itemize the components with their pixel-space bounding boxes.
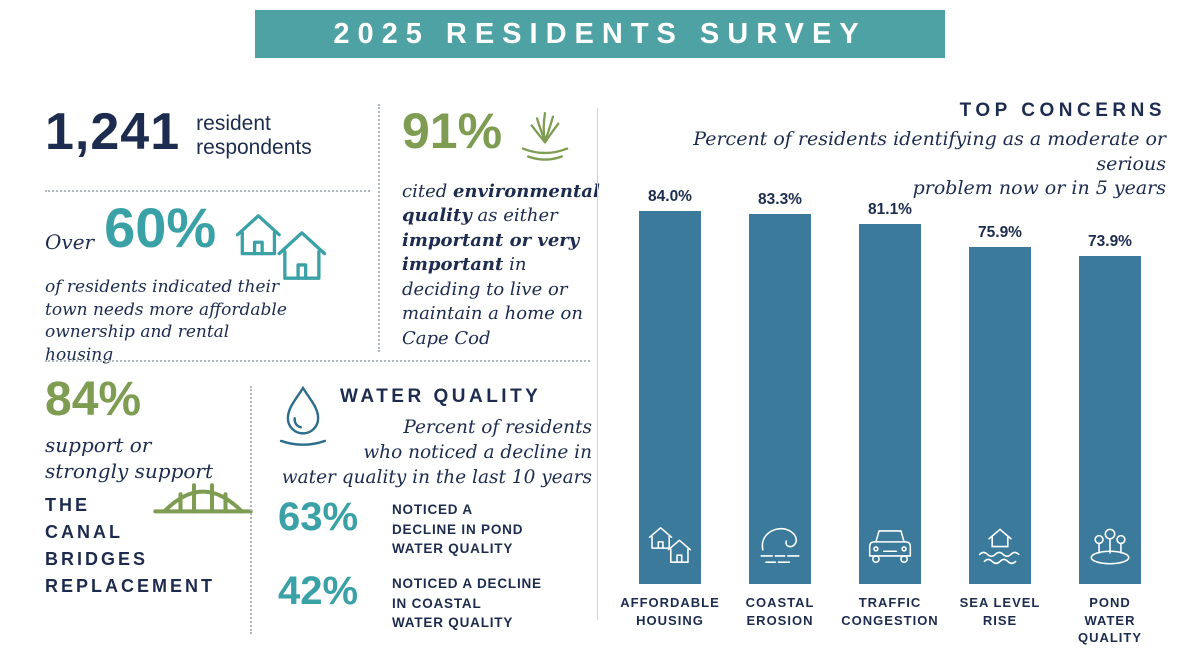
page-title: 2025 RESIDENTS SURVEY [333, 17, 867, 50]
env-text-bold: environmental quality [402, 181, 600, 227]
dotted-divider [378, 104, 380, 352]
chart-header: TOP CONCERNS Percent of residents identi… [622, 100, 1170, 201]
pond-decline-stat: 63% NOTICED A DECLINE IN POND WATER QUAL… [278, 495, 524, 559]
coastal-decline-percent: 42% [278, 569, 359, 613]
bar-column-traffic-congestion: 81.1% TRAFFIC CONGESTION [841, 180, 939, 640]
environmental-percent: 91% [402, 103, 503, 159]
coastal-decline-label: NOTICED A DECLINE IN COASTAL WATER QUALI… [392, 576, 542, 631]
bar-value-label: 84.0% [648, 188, 692, 205]
bridge-icon [153, 483, 253, 514]
affordable-housing-icon [648, 527, 692, 563]
top-concerns-chart: TOP CONCERNS Percent of residents identi… [620, 100, 1170, 646]
pond-water-quality-icon [1090, 528, 1130, 565]
canal-heading: THE CANAL BRIDGES REPLACEMENT [45, 495, 216, 596]
dotted-divider [250, 386, 252, 634]
sea-level-rise-icon [978, 528, 1020, 565]
bar-column-sea-level-rise: 75.9% SEA LEVEL RISE [952, 180, 1048, 640]
bar-value-label: 73.9% [1088, 233, 1132, 250]
environmental-stat: 91% cited environmental quality as eithe… [402, 106, 604, 351]
env-text-plain: as either [471, 205, 558, 227]
pond-decline-label: NOTICED A DECLINE IN POND WATER QUALITY [392, 502, 524, 557]
bar-category-label: TRAFFIC CONGESTION [841, 595, 939, 628]
water-drop-icon [279, 385, 327, 446]
stats-panel: 1,241 resident respondents Over 60% of r… [30, 98, 600, 643]
bar-chart: 84.0% AFFORDABLE HOUSING 83.3% [620, 180, 1158, 646]
housing-description: of residents indicated their town needs … [45, 277, 287, 365]
pond-decline-percent: 63% [278, 495, 359, 539]
bar-coastal-erosion [749, 214, 811, 584]
chart-title: TOP CONCERNS [959, 100, 1166, 121]
environmental-header: 91% [402, 106, 604, 168]
chart-subtitle: Percent of residents identifying as a mo… [693, 128, 1166, 200]
dotted-divider [45, 360, 590, 362]
bar-sea-level-rise [969, 247, 1031, 584]
respondents-stat: 1,241 resident respondents [45, 106, 312, 160]
respondents-label: resident respondents [196, 112, 312, 160]
plant-icon [521, 111, 569, 161]
canal-percent: 84% [45, 373, 142, 426]
bar-column-coastal-erosion: 83.3% COASTAL EROSION [732, 180, 828, 640]
bar-value-label: 75.9% [978, 224, 1022, 241]
dotted-divider [45, 190, 370, 192]
env-text-bold: important or very important [402, 229, 580, 276]
houses-icon [236, 214, 327, 280]
coastal-erosion-icon [760, 527, 800, 563]
coastal-decline-stat: 42% NOTICED A DECLINE IN COASTAL WATER Q… [278, 569, 542, 633]
canal-description: support or strongly support [45, 433, 214, 483]
canal-bridges-stat: 84% support or strongly support THE CANA… [45, 376, 260, 600]
env-text-plain: in deciding to live or maintain a home o… [402, 254, 583, 349]
respondents-number: 1,241 [45, 103, 181, 161]
environmental-description: cited environmental quality as either im… [402, 180, 604, 351]
bar-value-label: 83.3% [758, 191, 802, 208]
env-text-plain: cited [402, 181, 453, 202]
bar-pond-water-quality [1079, 256, 1141, 584]
bar-traffic-congestion [859, 224, 921, 584]
vertical-divider [597, 108, 598, 620]
affordable-housing-stat: Over 60% [45, 200, 334, 290]
bar-category-label: SEA LEVEL RISE [959, 595, 1041, 628]
bar-category-label: COASTAL EROSION [745, 595, 815, 628]
traffic-congestion-icon [868, 530, 912, 563]
water-quality-description: Percent of residents who noticed a decli… [281, 417, 592, 488]
housing-percent: 60% [104, 196, 217, 259]
water-quality-heading: WATER QUALITY [340, 386, 542, 407]
bar-column-pond-water-quality: 73.9% POND WATER QUALITY [1062, 180, 1158, 646]
banner: 2025 RESIDENTS SURVEY [255, 10, 945, 58]
bar-category-label: POND WATER QUALITY [1077, 595, 1143, 646]
bar-affordable-housing [639, 211, 701, 584]
bar-column-affordable-housing: 84.0% AFFORDABLE HOUSING [620, 180, 720, 640]
housing-prefix: Over [45, 230, 95, 254]
bar-value-label: 81.1% [868, 201, 912, 218]
bar-category-label: AFFORDABLE HOUSING [620, 595, 720, 628]
